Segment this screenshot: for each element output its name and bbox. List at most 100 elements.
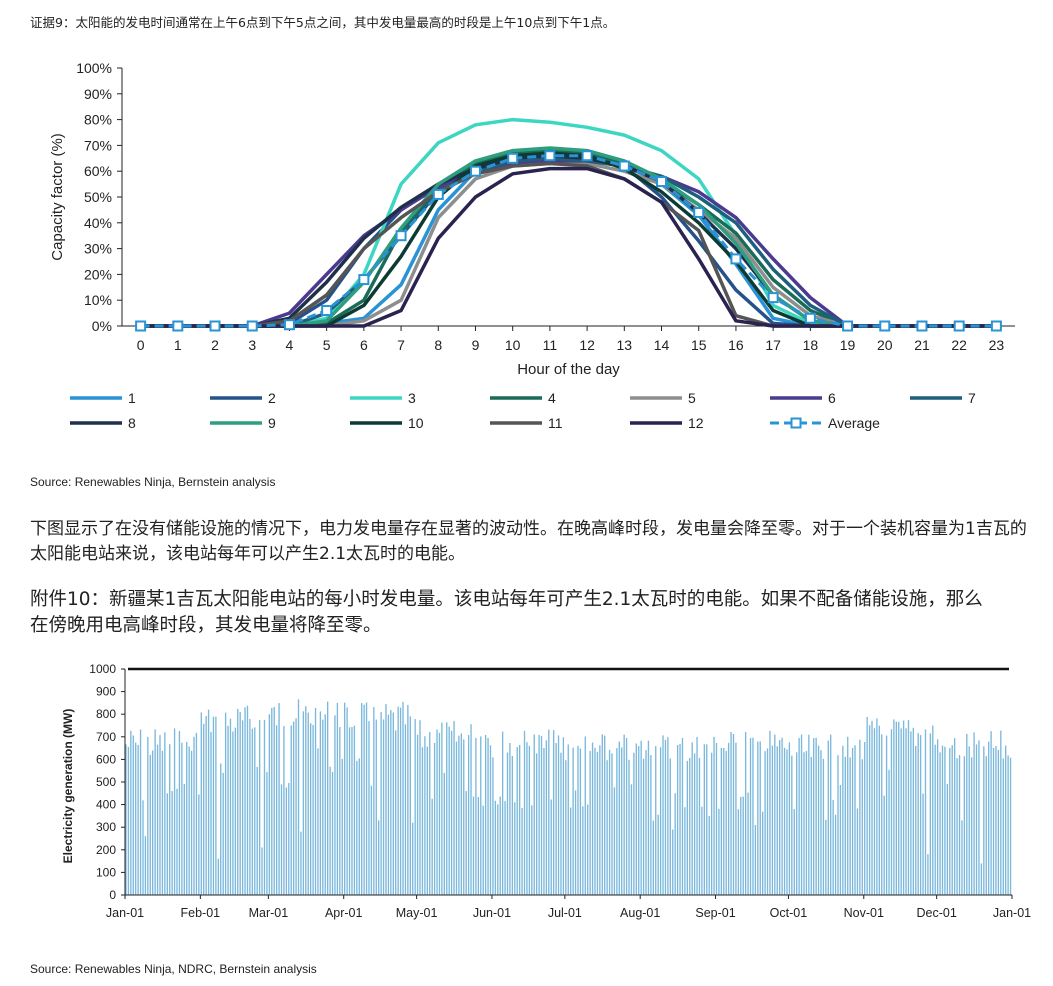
daily-generation-bar <box>399 707 402 895</box>
daily-generation-bar <box>912 727 914 895</box>
daily-generation-bar <box>611 753 613 895</box>
daily-generation-bar <box>718 808 720 895</box>
x-tick-label: 9 <box>472 337 480 353</box>
daily-generation-bar <box>706 744 708 895</box>
y-tick-label: 30% <box>84 241 112 257</box>
daily-generation-bar <box>793 809 795 895</box>
daily-generation-bar <box>803 752 805 895</box>
y-tick-label: 600 <box>96 752 116 766</box>
daily-generation-bar <box>749 737 752 895</box>
daily-generation-bar <box>893 719 895 895</box>
daily-generation-bar <box>725 751 727 895</box>
daily-generation-bar <box>135 742 137 895</box>
daily-generation-bar <box>744 732 747 895</box>
daily-generation-bar <box>640 740 642 895</box>
daily-generation-bar <box>591 742 594 895</box>
daily-generation-bar <box>538 735 540 895</box>
daily-generation-bar <box>796 752 798 895</box>
daily-generation-bar <box>144 836 147 895</box>
daily-generation-bar <box>181 742 183 895</box>
daily-generation-bar <box>470 724 472 895</box>
daily-generation-bar <box>480 736 482 895</box>
legend-label-8: 8 <box>128 415 136 431</box>
x-tick-label: 20 <box>877 337 893 353</box>
daily-generation-bar <box>873 728 876 895</box>
daily-generation-bar <box>450 730 453 895</box>
daily-generation-bar <box>465 791 467 895</box>
daily-generation-bar <box>460 733 462 895</box>
daily-generation-bar <box>195 732 198 895</box>
daily-generation-bar <box>676 745 679 895</box>
daily-generation-bar <box>832 800 834 895</box>
series-line-5 <box>140 161 997 328</box>
daily-generation-bar <box>817 745 820 895</box>
daily-generation-bar <box>771 745 774 895</box>
daily-generation-bar <box>312 725 314 895</box>
x-tick-label: 22 <box>951 337 967 353</box>
daily-generation-bar <box>608 749 611 895</box>
series-line-6 <box>140 159 997 328</box>
average-marker <box>507 152 519 164</box>
legend-label-1: 1 <box>128 390 136 406</box>
daily-generation-bar <box>919 735 922 895</box>
daily-generation-bar <box>448 726 450 895</box>
daily-generation-bar <box>156 744 159 895</box>
average-marker <box>469 165 481 177</box>
daily-generation-bar <box>980 863 983 895</box>
daily-generation-bar <box>574 790 577 895</box>
x-tick-label: 14 <box>654 337 670 353</box>
daily-generation-bar <box>647 740 650 895</box>
source-note-1: Source: Renewables Ninja, Bernstein anal… <box>30 475 276 489</box>
average-marker <box>581 150 593 162</box>
daily-generation-chart: 0 100 200 300 400 500 600 700 800 900 1000 Jan-01 Fe… <box>61 662 1031 920</box>
daily-generation-bar <box>246 705 249 895</box>
x-tick-label: 13 <box>617 337 633 353</box>
daily-generation-bar <box>292 721 295 895</box>
daily-generation-bar <box>562 737 565 895</box>
daily-generation-bar <box>759 741 761 895</box>
x-tick-label: 23 <box>989 337 1005 353</box>
daily-generation-bar <box>278 703 280 895</box>
daily-generation-bar <box>261 847 263 895</box>
daily-generation-bar <box>521 808 523 895</box>
series-line-11 <box>140 161 997 328</box>
daily-generation-bar <box>256 767 258 895</box>
daily-generation-bar <box>776 746 778 895</box>
daily-generation-bar <box>550 799 552 895</box>
daily-generation-bar <box>713 736 715 895</box>
daily-generation-bar <box>173 728 176 895</box>
daily-generation-bar <box>297 699 300 895</box>
daily-generation-bar <box>621 747 623 895</box>
daily-generation-bar <box>205 716 207 895</box>
daily-generation-bar <box>222 772 224 895</box>
hourly-capacity-factor-chart: 0%10%20%30%40%50%60%70%80%90%100%0 1 2 3 4 5 6… <box>49 60 1015 431</box>
daily-generation-bar <box>280 784 283 895</box>
daily-generation-bar <box>363 704 365 895</box>
daily-generation-bar <box>533 734 535 895</box>
daily-generation-bar <box>635 743 637 895</box>
daily-generation-bar <box>511 756 514 895</box>
daily-generation-bar <box>958 755 961 895</box>
x-tick-label: 1 <box>174 337 182 353</box>
daily-generation-bar <box>152 750 154 895</box>
x-tick-label: Aug-01 <box>620 906 660 920</box>
daily-generation-bar <box>905 728 907 895</box>
daily-generation-bar <box>567 744 569 895</box>
daily-generation-bar <box>907 720 910 895</box>
daily-generation-bar <box>324 714 326 895</box>
series-line-10 <box>140 151 997 328</box>
daily-generation-bar <box>266 772 268 895</box>
daily-generation-bar <box>830 734 832 895</box>
daily-generation-bar <box>885 735 888 895</box>
daily-generation-bar <box>171 791 173 895</box>
daily-generation-bar <box>968 746 970 895</box>
daily-generation-bar <box>618 741 620 895</box>
daily-generation-bar <box>798 737 800 895</box>
daily-generation-bar <box>334 715 336 895</box>
daily-generation-bar <box>628 759 630 895</box>
x-tick-label: Oct-01 <box>770 906 808 920</box>
average-marker <box>246 320 258 332</box>
daily-generation-bar <box>708 815 710 895</box>
daily-generation-bar <box>752 737 754 895</box>
daily-generation-bar <box>166 793 168 895</box>
